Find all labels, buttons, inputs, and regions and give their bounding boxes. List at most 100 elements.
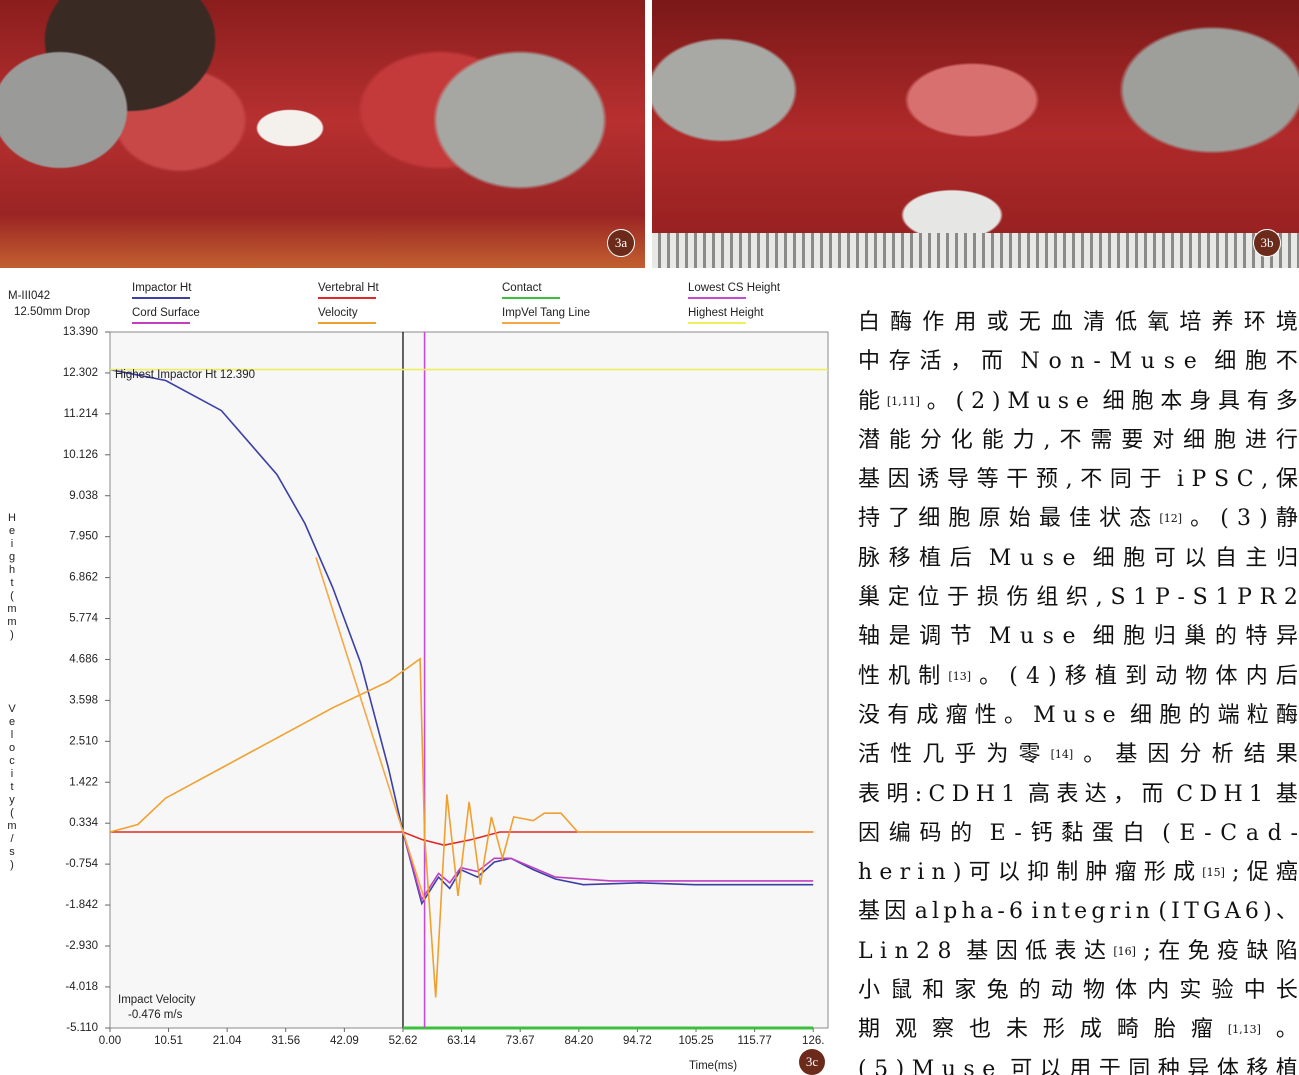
char: ， [950, 342, 972, 381]
char: 能 [982, 421, 1004, 460]
char: ， [1113, 775, 1135, 814]
char: 。 [1190, 499, 1212, 538]
char: 等 [977, 460, 999, 499]
char: 用 [1069, 1050, 1091, 1075]
char: s [1058, 382, 1069, 421]
char: 析 [1212, 735, 1234, 774]
char: 制 [1056, 853, 1078, 892]
y-tick-label: -5.110 [66, 1022, 98, 1034]
char: 。 [1083, 735, 1105, 774]
char: 1 [1001, 775, 1015, 814]
char: 可 [1154, 539, 1176, 578]
x-tick-label: 42.09 [330, 1035, 359, 1047]
char: 节 [950, 617, 972, 656]
char: , [1096, 578, 1103, 617]
char: 细 [1093, 617, 1115, 656]
char: 基 [966, 932, 988, 971]
char: 移 [889, 539, 911, 578]
char: 1 [1215, 578, 1229, 617]
y-tick-label: 6.862 [69, 572, 98, 584]
char: 动 [1155, 657, 1177, 696]
char: 佳 [1069, 499, 1091, 538]
char: a [1246, 814, 1259, 853]
char: - [1093, 342, 1100, 381]
char: 定 [888, 578, 910, 617]
char: P [1155, 578, 1170, 617]
char: P [1237, 578, 1252, 617]
char: S [1110, 578, 1125, 617]
legend-label: Lowest CS Height [688, 282, 781, 294]
char: 以 [1040, 1050, 1062, 1075]
legend-label: Vertebral Ht [318, 282, 380, 294]
text-line: 活性几乎为零[14]。基因分析结果 [858, 735, 1298, 774]
char: n [1043, 892, 1057, 931]
y-tick-label: 0.334 [69, 817, 98, 829]
char: e [1062, 539, 1075, 578]
citation: [1,11] [887, 382, 920, 421]
char: H [976, 775, 995, 814]
text-line: 脉移植后 Muse 细胞可以自主归 [858, 539, 1298, 578]
char: h [858, 853, 872, 892]
char: 2 [1284, 578, 1298, 617]
char: 细 [918, 499, 940, 538]
char: M [989, 617, 1012, 656]
char: M [912, 1050, 935, 1075]
char: 植 [1276, 1050, 1298, 1075]
char: n [932, 853, 946, 892]
x-tick-label: 52.62 [389, 1035, 418, 1047]
char: 没 [858, 696, 880, 735]
annotation: Highest Impactor Ht 12.390 [115, 369, 255, 381]
char: a [980, 892, 993, 931]
char: 可 [1010, 1050, 1032, 1075]
char: 血 [1051, 303, 1073, 342]
char: 粒 [1247, 696, 1269, 735]
chart-header: 12.50mm Drop [14, 306, 90, 318]
char: E [990, 814, 1006, 853]
char: 可 [969, 853, 991, 892]
char: ( [956, 382, 965, 421]
char: u [1141, 342, 1155, 381]
char: C [1176, 775, 1193, 814]
char: 胞 [948, 499, 970, 538]
char: 于 [947, 578, 969, 617]
char: l [932, 892, 939, 931]
char: 性 [890, 735, 912, 774]
char: 特 [1245, 617, 1267, 656]
char: 物 [1185, 657, 1207, 696]
char: 癌 [1276, 853, 1298, 892]
char: T [1184, 892, 1199, 931]
char: 状 [1099, 499, 1121, 538]
legend-label: Velocity [318, 307, 358, 319]
char: 主 [1245, 539, 1267, 578]
text-line: 潜能分化能力,不需要对细胞进行 [858, 421, 1298, 460]
char: 表 [1056, 775, 1078, 814]
char: 性 [858, 657, 880, 696]
char: 细 [1103, 382, 1125, 421]
char: 损 [977, 578, 999, 617]
char: 细 [1093, 539, 1115, 578]
char: 的 [1188, 696, 1210, 735]
char: i [880, 932, 887, 971]
char: 因 [888, 460, 910, 499]
char: h [962, 892, 976, 931]
char: 环 [1244, 303, 1266, 342]
char: 观 [895, 1010, 917, 1049]
char: 的 [1019, 971, 1041, 1010]
char: e [1062, 617, 1075, 656]
char: S [1214, 460, 1229, 499]
char: 实 [1179, 971, 1201, 1010]
char: 伤 [1007, 578, 1029, 617]
char: 机 [888, 657, 910, 696]
plot-area [110, 332, 828, 1028]
char: 化 [951, 421, 973, 460]
char: 活 [858, 735, 880, 774]
char: 诱 [917, 460, 939, 499]
char: 到 [1125, 657, 1147, 696]
char: 中 [1244, 971, 1266, 1010]
x-tick-label: 84.20 [564, 1035, 593, 1047]
char: A [1225, 892, 1241, 931]
char: 胞 [1123, 617, 1145, 656]
char: 原 [979, 499, 1001, 538]
